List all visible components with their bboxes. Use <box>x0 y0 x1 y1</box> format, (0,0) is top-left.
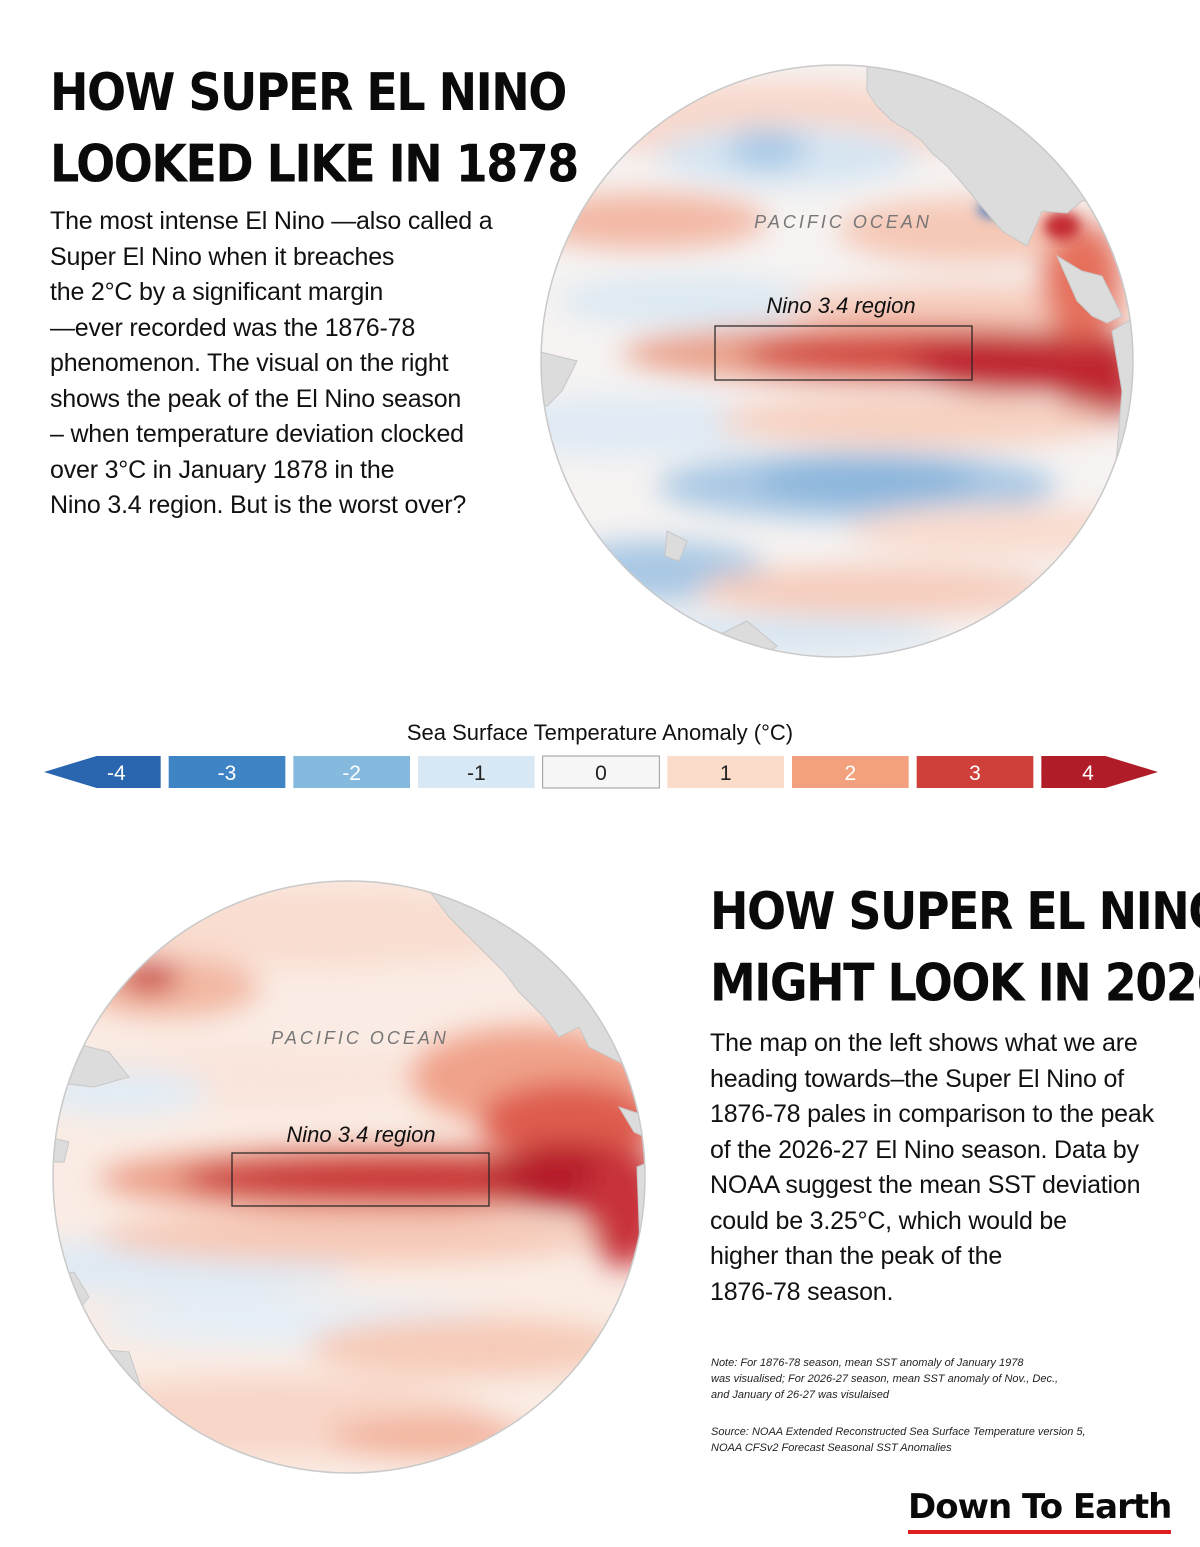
legend-bin-label: 1 <box>720 762 732 785</box>
legend-bin-swatch <box>44 756 161 788</box>
legend-bin-label: 4 <box>1082 762 1094 785</box>
legend-bin-swatch <box>916 756 1034 788</box>
legend-bin-label: -4 <box>107 762 126 785</box>
legend-bin-label: 0 <box>595 762 607 785</box>
legend-bin-label: -3 <box>218 762 237 785</box>
ocean-label-2026: PACIFIC OCEAN <box>271 1028 449 1048</box>
legend-bin-label: -2 <box>342 762 361 785</box>
body-text-1878: The most intense El Nino —also called a … <box>50 204 493 524</box>
nino-3-4-box-1878 <box>714 325 973 381</box>
australia-land <box>68 1346 145 1458</box>
body-2026-line: 1876-78 season. <box>710 1277 894 1306</box>
headline-2026-line-1: HOW SUPER EL NINO <box>710 880 1200 942</box>
body-1878-line: —ever recorded was the 1876-78 <box>50 313 416 342</box>
body-1878-line: The most intense El Nino —also called a <box>50 207 493 235</box>
source-line: NOAA CFSv2 Forecast Seasonal SST Anomali… <box>711 1442 952 1454</box>
source-note: Source: NOAA Extended Reconstructed Sea … <box>711 1424 1086 1456</box>
region-label-2026: Nino 3.4 region <box>286 1122 435 1147</box>
body-1878-line: – when temperature deviation clocked <box>50 420 464 448</box>
legend-bin-swatch <box>293 756 410 788</box>
source-line: Source: NOAA Extended Reconstructed Sea … <box>711 1426 1086 1438</box>
headline-1878-line-1: HOW SUPER EL NINO <box>50 61 567 123</box>
nino-3-4-box-2026 <box>231 1152 490 1207</box>
color-legend: -4 -3 -2 -1 0 1 2 3 4 <box>44 755 1158 789</box>
body-2026-line: 1876-78 pales in comparison to the peak <box>710 1100 1154 1128</box>
legend-bin-swatch <box>667 756 784 788</box>
legend-bin-swatch <box>792 756 909 788</box>
body-2026-line: of the 2026-27 El Nino season. Data by <box>710 1135 1139 1164</box>
body-2026-line: higher than the peak of the <box>710 1242 1003 1270</box>
note-line: was visualised; For 2026-27 season, mean… <box>711 1373 1059 1385</box>
globe-map-2026: PACIFIC OCEAN Nino 3.4 region <box>52 880 646 1474</box>
legend-bin-swatch <box>1041 756 1158 788</box>
body-1878-line: Nino 3.4 region. But is the worst over? <box>50 491 467 519</box>
body-1878-line: the 2°C by a significant margin <box>50 278 384 306</box>
body-text-2026: The map on the left shows what we are he… <box>710 1026 1154 1310</box>
headline-2026: HOW SUPER EL NINO MIGHT LOOK IN 2026 <box>710 875 1200 1018</box>
body-2026-line: NOAA suggest the mean SST deviation <box>710 1171 1141 1199</box>
island-land <box>664 530 688 562</box>
legend-bin-label: 2 <box>844 762 856 785</box>
note-line: Note: For 1876-78 season, mean SST anoma… <box>711 1357 1024 1369</box>
brand-logo: Down To Earth <box>908 1484 1172 1534</box>
body-1878-line: over 3°C in January 1878 in the <box>50 455 395 484</box>
sst-anomaly-field-2026 <box>53 887 645 1457</box>
note-line: and January of 26-27 was visulaised <box>711 1389 889 1401</box>
body-2026-line: The map on the left shows what we are <box>710 1029 1138 1057</box>
legend-bin-swatch <box>168 756 286 788</box>
central-america-land <box>1055 254 1123 324</box>
body-1878-line: Super El Nino when it breaches <box>50 242 395 271</box>
legend-bin-swatch <box>418 756 535 788</box>
methodology-note: Note: For 1876-78 season, mean SST anoma… <box>711 1355 1058 1403</box>
ocean-label-1878: PACIFIC OCEAN <box>754 212 932 232</box>
body-2026-line: heading towards–the Super El Nino of <box>710 1064 1124 1093</box>
body-1878-line: shows the peak of the El Nino season <box>50 384 462 413</box>
legend-bin-label: -1 <box>467 762 486 785</box>
body-2026-line: could be 3.25°C, which would be <box>710 1206 1067 1235</box>
region-label-1878: Nino 3.4 region <box>766 293 915 318</box>
globe-map-1878: PACIFIC OCEAN Nino 3.4 region <box>540 64 1134 658</box>
asia-land <box>541 350 578 407</box>
body-1878-line: phenomenon. The visual on the right <box>50 349 449 377</box>
legend-title: Sea Surface Temperature Anomaly (°C) <box>406 720 794 745</box>
headline-2026-line-2: MIGHT LOOK IN 2026 <box>710 952 1200 1013</box>
legend-bin-swatch <box>542 755 660 789</box>
headline-1878: HOW SUPER EL NINO LOOKED LIKE IN 1878 <box>50 56 579 199</box>
headline-1878-line-2: LOOKED LIKE IN 1878 <box>50 133 579 194</box>
legend-bin-label: 3 <box>969 762 981 785</box>
